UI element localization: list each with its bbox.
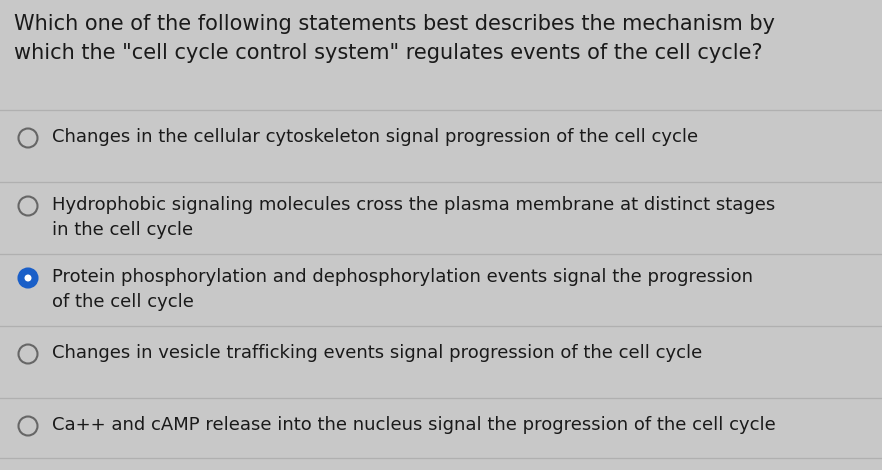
Circle shape — [19, 268, 38, 288]
Circle shape — [25, 274, 32, 282]
Text: Changes in the cellular cytoskeleton signal progression of the cell cycle: Changes in the cellular cytoskeleton sig… — [52, 128, 699, 146]
Text: Hydrophobic signaling molecules cross the plasma membrane at distinct stages
in : Hydrophobic signaling molecules cross th… — [52, 196, 775, 239]
Text: Changes in vesicle trafficking events signal progression of the cell cycle: Changes in vesicle trafficking events si… — [52, 344, 702, 362]
Text: Which one of the following statements best describes the mechanism by
which the : Which one of the following statements be… — [14, 14, 775, 63]
Text: Protein phosphorylation and dephosphorylation events signal the progression
of t: Protein phosphorylation and dephosphoryl… — [52, 268, 753, 311]
Text: Ca++ and cAMP release into the nucleus signal the progression of the cell cycle: Ca++ and cAMP release into the nucleus s… — [52, 416, 776, 434]
